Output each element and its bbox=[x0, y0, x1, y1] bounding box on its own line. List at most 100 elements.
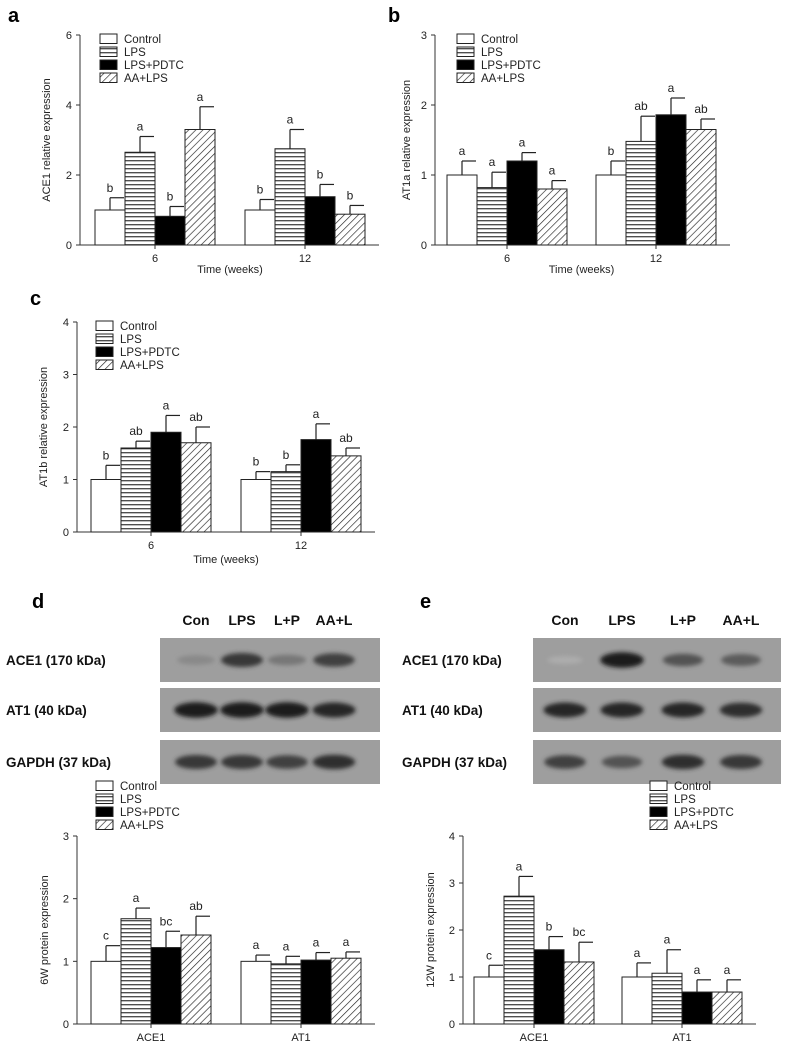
bar-control-ace1 bbox=[90, 960, 122, 1025]
chart-panel-e: 0 1 2 3 4 12W protein expression ACE1 c a b bc AT1 a… bbox=[425, 780, 756, 1044]
bar-lps-pdtc-at1 bbox=[300, 959, 332, 1025]
bar-control-ace1 bbox=[473, 976, 505, 1025]
lane-label-aa-l: AA+L bbox=[316, 612, 353, 628]
significance-label: a bbox=[489, 155, 496, 169]
y-tick-label: 6 bbox=[66, 30, 72, 42]
significance-label: a bbox=[724, 963, 731, 977]
significance-label: a bbox=[549, 164, 556, 178]
blot-row-label: AT1 (40 kDa) bbox=[402, 703, 483, 718]
significance-label: b bbox=[253, 455, 260, 469]
legend-label-lps: LPS bbox=[124, 47, 146, 59]
y-axis-label: AT1b relative expression bbox=[38, 367, 50, 487]
significance-label: b bbox=[167, 190, 174, 204]
significance-label: a bbox=[634, 946, 641, 960]
y-tick-label: 0 bbox=[421, 240, 427, 252]
legend-swatch-lps-pdtc bbox=[649, 806, 668, 817]
y-axis-label: 12W protein expression bbox=[425, 872, 437, 988]
bar-lps-12 bbox=[625, 140, 657, 246]
y-tick-label: 3 bbox=[449, 878, 455, 890]
significance-label: a bbox=[287, 113, 294, 127]
bar-lps-ace1 bbox=[503, 895, 535, 1025]
bar-control-6 bbox=[90, 479, 122, 533]
bar-aa-lps-at1 bbox=[330, 957, 362, 1025]
significance-label: b bbox=[608, 144, 615, 158]
blot-band bbox=[313, 653, 355, 667]
y-tick-label: 3 bbox=[63, 831, 69, 843]
x-axis-label: Time (weeks) bbox=[197, 264, 263, 276]
y-tick-label: 1 bbox=[63, 956, 69, 968]
legend-label-aa-lps: AA+LPS bbox=[674, 820, 718, 832]
legend-label-control: Control bbox=[674, 781, 711, 793]
bar-lps-pdtc-ace1 bbox=[150, 947, 182, 1025]
bar-control-at1 bbox=[240, 960, 272, 1025]
legend-label-aa-lps: AA+LPS bbox=[124, 73, 168, 85]
significance-label: a bbox=[253, 938, 260, 952]
lane-label-con: Con bbox=[182, 612, 209, 628]
lane-label-con: Con bbox=[551, 612, 578, 628]
chart-panel-d: 0 1 2 3 6W protein expression ACE1 c a bc ab AT1 a a… bbox=[39, 780, 375, 1044]
significance-label: a bbox=[664, 933, 671, 947]
significance-label: c bbox=[103, 929, 109, 943]
y-tick-label: 0 bbox=[63, 527, 69, 539]
significance-label: a bbox=[519, 136, 526, 150]
panel-letter-e: e bbox=[420, 591, 431, 613]
significance-label: b bbox=[317, 167, 324, 181]
significance-label: a bbox=[283, 939, 290, 953]
bar-lps-pdtc-6 bbox=[154, 215, 186, 246]
legend-label-control: Control bbox=[120, 781, 157, 793]
blot-band bbox=[266, 755, 308, 769]
x-tick-label-ace1: ACE1 bbox=[520, 1032, 549, 1044]
significance-label: a bbox=[197, 90, 204, 104]
y-tick-label: 0 bbox=[63, 1019, 69, 1031]
bar-lps-at1 bbox=[651, 972, 683, 1025]
bar-lps-12 bbox=[270, 471, 302, 533]
legend-swatch-control bbox=[649, 780, 668, 791]
significance-label: ab bbox=[129, 424, 143, 438]
blot-band bbox=[175, 755, 217, 769]
bar-aa-lps-6 bbox=[536, 188, 568, 246]
bar-aa-lps-12 bbox=[330, 455, 362, 533]
significance-label: ab bbox=[189, 410, 203, 424]
legend-swatch-lps-pdtc bbox=[99, 59, 118, 70]
blot-band bbox=[547, 656, 583, 664]
significance-label: b bbox=[103, 448, 110, 462]
significance-label: bc bbox=[160, 914, 173, 928]
bar-aa-lps-6 bbox=[180, 442, 212, 533]
x-tick-label-6: 6 bbox=[152, 253, 158, 265]
panel-letter-d: d bbox=[32, 591, 44, 613]
lane-label-l-p: L+P bbox=[274, 612, 300, 628]
blot-row-label: ACE1 (170 kDa) bbox=[6, 653, 106, 668]
y-tick-label: 0 bbox=[66, 240, 72, 252]
blot-band bbox=[601, 755, 643, 769]
legend-label-lps: LPS bbox=[120, 334, 142, 346]
panel-letter-a: a bbox=[8, 5, 20, 27]
blot-band bbox=[221, 653, 263, 667]
panel-letters: a b c d e bbox=[8, 5, 431, 613]
y-tick-label: 3 bbox=[421, 30, 427, 42]
legend-swatch-lps bbox=[99, 46, 118, 57]
blot-band bbox=[267, 654, 307, 666]
bar-lps-pdtc-12 bbox=[655, 114, 687, 246]
bar-lps-pdtc-12 bbox=[300, 439, 332, 533]
legend-swatch-control bbox=[95, 320, 114, 331]
blot-band bbox=[721, 654, 761, 666]
y-tick-label: 2 bbox=[66, 170, 72, 182]
y-tick-label: 2 bbox=[449, 925, 455, 937]
significance-label: a bbox=[459, 144, 466, 158]
bar-lps-6 bbox=[476, 187, 508, 246]
significance-label: a bbox=[668, 81, 675, 95]
blot-band bbox=[661, 702, 705, 718]
y-axis-label: ACE1 relative expression bbox=[41, 78, 53, 202]
legend-label-lps-pdtc: LPS+PDTC bbox=[120, 347, 180, 359]
significance-label: ab bbox=[694, 102, 708, 116]
panel-letter-c: c bbox=[30, 288, 41, 310]
bar-lps-pdtc-ace1 bbox=[533, 949, 565, 1025]
bar-lps-pdtc-12 bbox=[304, 196, 336, 246]
bar-lps-pdtc-at1 bbox=[681, 991, 713, 1025]
western-blot-d: Con LPS L+P AA+L ACE1 (170 kDa) AT1 (40 kDa) G… bbox=[6, 612, 380, 784]
significance-label: b bbox=[283, 448, 290, 462]
legend-swatch-lps-pdtc bbox=[95, 806, 114, 817]
bar-control-6 bbox=[446, 174, 478, 246]
y-tick-label: 1 bbox=[421, 170, 427, 182]
